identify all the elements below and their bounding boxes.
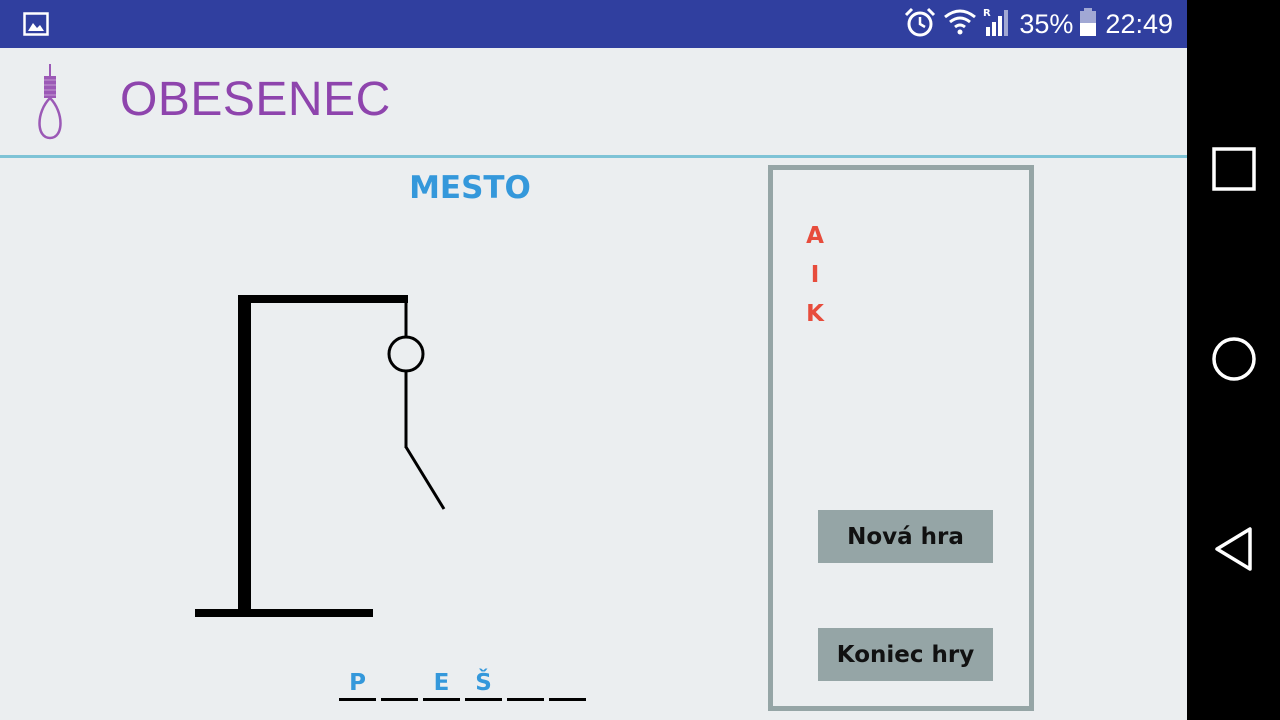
status-icons: R 35% 22:49 <box>903 0 1173 48</box>
letter-slot: E <box>423 668 460 701</box>
recents-icon <box>1212 147 1256 191</box>
wrong-guess: K <box>806 301 824 327</box>
home-button[interactable] <box>1207 332 1261 386</box>
app-bar-divider <box>0 155 1187 158</box>
battery-icon <box>1079 7 1097 41</box>
svg-text:R: R <box>983 8 991 19</box>
battery-percent: 35% <box>1019 8 1074 39</box>
app-title: OBESENEC <box>120 73 391 126</box>
gallows-post <box>238 295 251 613</box>
app-screen: R 35% 22:49 <box>0 0 1187 720</box>
wifi-icon <box>943 8 977 40</box>
navigation-bar <box>1187 0 1280 720</box>
status-bar: R 35% 22:49 <box>0 0 1187 48</box>
gallery-icon <box>23 12 49 36</box>
hangman-drawing <box>190 290 460 625</box>
wrong-guesses-list: A I K <box>801 218 829 335</box>
end-game-button[interactable]: Koniec hry <box>818 628 993 681</box>
back-button[interactable] <box>1207 522 1261 576</box>
alarm-icon <box>903 6 937 42</box>
gallows-beam <box>238 295 408 303</box>
noose-icon <box>30 62 70 142</box>
letter-slot: P <box>339 668 376 701</box>
wrong-guess: A <box>806 223 824 249</box>
app-bar: OBESENEC <box>0 48 1187 155</box>
signal-icon: R <box>983 7 1013 41</box>
hangman-head <box>387 335 425 373</box>
category-label: MESTO <box>409 170 531 206</box>
home-icon <box>1212 337 1256 381</box>
back-icon <box>1215 527 1252 571</box>
recents-button[interactable] <box>1207 142 1261 196</box>
letter-slot: Š <box>465 668 502 701</box>
hangman-leg <box>404 446 446 510</box>
wrong-guess: I <box>810 262 820 288</box>
word-slots: P E Š <box>339 668 586 701</box>
new-game-button[interactable]: Nová hra <box>818 510 993 563</box>
status-clock: 22:49 <box>1105 8 1173 39</box>
letter-slot <box>507 668 544 701</box>
guessed-letters-panel: A I K Nová hra Koniec hry <box>768 165 1034 711</box>
letter-slot <box>549 668 586 701</box>
letter-slot <box>381 668 418 701</box>
gallows-base <box>195 609 373 617</box>
